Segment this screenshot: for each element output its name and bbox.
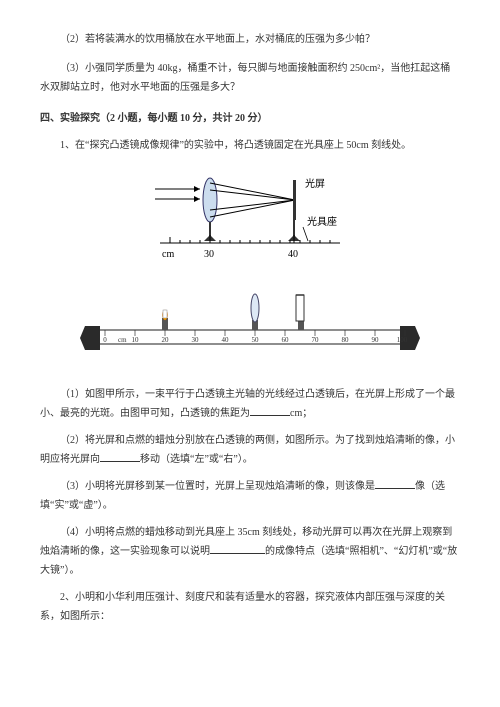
q2-intro: 2、小明和小华利用压强计、刻度尺和装有适量水的容器，探究液体内部压强与深度的关系… <box>40 588 460 626</box>
svg-text:40: 40 <box>222 336 230 344</box>
sub-question-4: （4）小明将点燃的蜡烛移动到光具座上 35cm 刻线处，移动光屏可以再次在光屏上… <box>40 523 460 580</box>
svg-text:60: 60 <box>282 336 290 344</box>
sub-question-2: （2）将光屏和点燃的蜡烛分别放在凸透镜的两侧，如图所示。为了找到烛焰清晰的像，小… <box>40 431 460 469</box>
svg-text:50: 50 <box>252 336 260 344</box>
sub-question-1: （1）如图甲所示，一束平行于凸透镜主光轴的光线经过凸透镜后，在光屏上形成了一个最… <box>40 385 460 423</box>
svg-text:20: 20 <box>162 336 170 344</box>
blank-direction[interactable] <box>100 450 140 462</box>
svg-text:光具座: 光具座 <box>307 215 337 228</box>
svg-text:光屏: 光屏 <box>305 177 325 190</box>
sub2-text-b: 移动（选填“左”或“右”）。 <box>140 454 253 465</box>
section-4-title: 四、实验探究（2 小题，每小题 10 分，共计 20 分） <box>40 109 460 128</box>
sub1-text-a: （1）如图甲所示，一束平行于凸透镜主光轴的光线经过凸透镜后，在光屏上形成了一个最… <box>40 389 455 419</box>
svg-text:80: 80 <box>342 336 350 344</box>
sub1-text-b: cm； <box>290 408 312 419</box>
svg-text:cm: cm <box>118 336 127 344</box>
q1-intro: 1、在“探究凸透镜成像规律”的实验中，将凸透镜固定在光具座上 50cm 刻线处。 <box>40 136 460 155</box>
blank-focal-length[interactable] <box>250 404 290 416</box>
sub-question-3: （3）小明将光屏移到某一位置时，光屏上呈现烛焰清晰的像，则该像是像（选填“实”或… <box>40 477 460 515</box>
svg-text:70: 70 <box>312 336 320 344</box>
svg-text:cm: cm <box>162 249 174 260</box>
question-3: （3）小强同学质量为 40kg，桶重不计，每只脚与地面接触面积约 250cm²，… <box>40 59 460 97</box>
blank-image-type[interactable] <box>375 477 415 489</box>
blank-device[interactable] <box>210 542 265 554</box>
figure-1-lens-diagram: 光屏 cm 30 <box>40 165 460 275</box>
svg-text:30: 30 <box>192 336 200 344</box>
svg-text:90: 90 <box>372 336 380 344</box>
question-2: （2）若将装满水的饮用桶放在水平地面上，水对桶底的压强为多少帕？ <box>40 30 460 49</box>
sub3-text-a: （3）小明将光屏移到某一位置时，光屏上呈现烛焰清晰的像，则该像是 <box>60 481 375 492</box>
svg-text:40: 40 <box>288 249 298 260</box>
svg-text:30: 30 <box>204 249 214 260</box>
svg-text:10: 10 <box>132 336 140 344</box>
figure-2-optical-bench: 0 10 20 30 40 50 60 70 80 90 100 cm <box>40 290 460 370</box>
svg-text:100: 100 <box>397 336 408 344</box>
svg-text:0: 0 <box>103 336 107 344</box>
